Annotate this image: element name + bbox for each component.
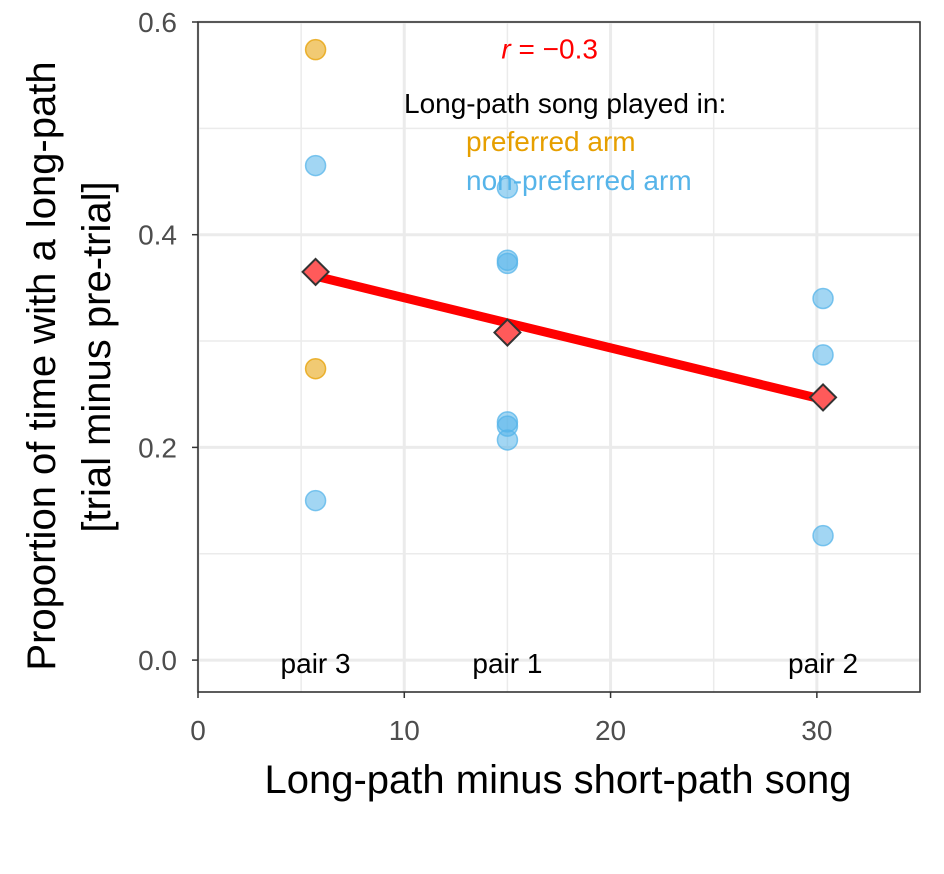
scatter-point [304, 154, 327, 177]
x-axis-title: Long-path minus short-path song [264, 758, 851, 802]
y-tick-label: 0.6 [138, 7, 177, 38]
scatter-point [496, 429, 519, 451]
ticks: 0 10 20 30 0.0 0.2 0.4 0.6 [138, 7, 832, 746]
scatter-point [812, 287, 834, 310]
mean-marker [493, 318, 522, 347]
plot-border [197, 21, 921, 693]
regression-line [314, 271, 825, 404]
legend: Long-path song played in: preferred arm no… [404, 88, 726, 196]
mean-marker [301, 257, 330, 287]
y-tick-label: 0.0 [138, 645, 177, 676]
r-value: = −0.3 [511, 34, 598, 65]
scatter-point [304, 38, 327, 61]
scatter-point [496, 252, 519, 275]
y-axis-title-line1: Proportion of time with a long-path [20, 61, 64, 670]
pair-label: pair 1 [472, 648, 542, 679]
legend-entry: preferred arm [466, 126, 636, 157]
scatter-point [812, 344, 834, 366]
mean-marker [808, 382, 838, 412]
legend-title: Long-path song played in: [404, 88, 726, 119]
y-tick-label: 0.4 [138, 220, 177, 251]
scatter-point [304, 489, 327, 512]
x-tick-label: 20 [595, 715, 626, 746]
legend-entry: non-preferred arm [466, 165, 692, 196]
grid [196, 20, 920, 692]
pair-label: pair 3 [281, 648, 351, 679]
x-tick-label: 0 [190, 715, 206, 746]
pair-label: pair 2 [788, 648, 858, 679]
scatter-point [812, 524, 834, 547]
scatter-point [304, 357, 327, 380]
x-tick-label: 10 [389, 715, 420, 746]
y-axis-title-line2: [trial minus pre-trial] [75, 181, 119, 532]
scatter-point [496, 177, 519, 199]
r-symbol: r [501, 34, 512, 65]
data-layer: pair 3 pair 1 pair 2 r = −0.3 Long-path song… [281, 34, 859, 679]
x-tick-label: 30 [801, 715, 832, 746]
y-tick-label: 0.2 [138, 432, 177, 463]
correlation-annotation: r = −0.3 [501, 34, 598, 65]
